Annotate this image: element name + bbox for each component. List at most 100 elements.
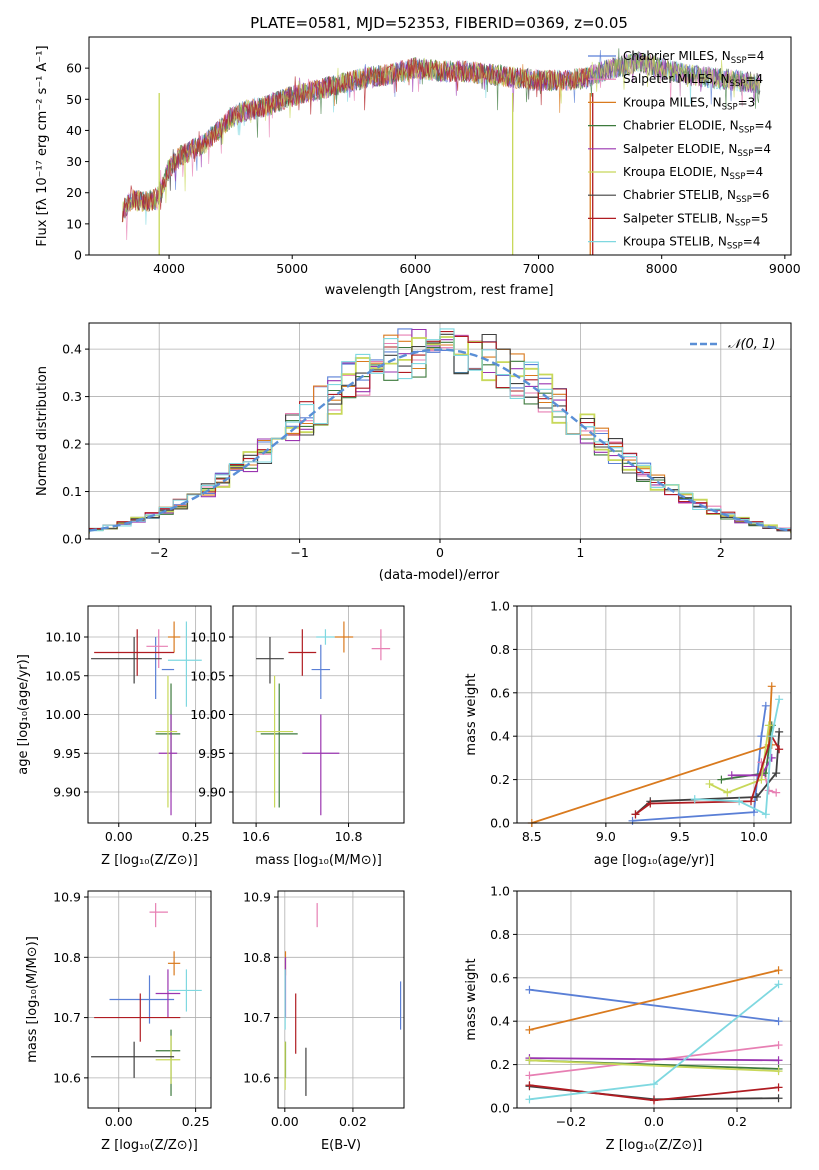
axes-frame xyxy=(87,605,212,824)
mass-weight-marker xyxy=(775,745,784,754)
x-axis-label: Z [log₁₀(Z/Z⊙)] xyxy=(101,1138,198,1153)
axes-frame xyxy=(516,890,792,1109)
histogram-series-step xyxy=(89,328,791,534)
mass-weight-marker xyxy=(774,1094,783,1103)
x-axis-label: Z [log₁₀(Z/Z⊙)] xyxy=(606,1138,703,1153)
y-tick-label: 30 xyxy=(66,154,82,169)
mass-weight-marker xyxy=(525,985,534,994)
mass-weight-marker xyxy=(774,1017,783,1026)
axes-frame xyxy=(87,890,212,1109)
y-tick-label: 10.10 xyxy=(190,630,226,645)
y-tick-label: 10.05 xyxy=(45,668,81,683)
y-tick-label: 10 xyxy=(66,216,82,231)
mass-weight-marker xyxy=(631,810,640,819)
x-tick-label: 0.25 xyxy=(182,1114,210,1129)
mass-weight-marker xyxy=(774,1056,783,1065)
mass-weight-marker xyxy=(705,779,714,788)
legend-label: Kroupa STELIB, NSSP=4 xyxy=(623,235,761,252)
mass-weight-line xyxy=(529,969,779,1031)
x-tick-label: 4000 xyxy=(153,261,185,276)
x-tick-label: 2 xyxy=(717,545,725,560)
mass-weight-line xyxy=(767,686,773,745)
mass-weight-marker xyxy=(772,769,781,778)
x-tick-label: −2 xyxy=(150,545,168,560)
legend-label: 𝒩(0, 1) xyxy=(728,337,775,352)
x-axis-label: Z [log₁₀(Z/Z⊙)] xyxy=(101,853,198,868)
mass-weight-marker xyxy=(764,721,773,730)
y-tick-label: 0 xyxy=(74,248,82,263)
y-tick-label: 0.8 xyxy=(490,927,510,942)
spectrum-lines xyxy=(121,48,761,255)
y-tick-label: 10.05 xyxy=(190,668,226,683)
legend-label: Salpeter ELODIE, NSSP=4 xyxy=(623,142,771,159)
mass-weight-line xyxy=(531,744,772,824)
x-axis-label: (data-model)/error xyxy=(379,568,500,583)
x-tick-label: 0.00 xyxy=(105,1114,133,1129)
mass-weight-marker xyxy=(764,786,773,795)
y-tick-label: 9.90 xyxy=(198,785,226,800)
y-axis-label: Normed distribution xyxy=(35,366,50,496)
mass-weight-line xyxy=(709,725,770,794)
mass-weight-marker xyxy=(735,797,744,806)
y-tick-label: 0.2 xyxy=(490,1057,510,1072)
mass-weight-marker xyxy=(774,1083,783,1092)
y-tick-label: 10.6 xyxy=(53,1070,81,1085)
x-axis-label: wavelength [Angstrom, rest frame] xyxy=(325,283,554,298)
x-tick-label: 0.02 xyxy=(339,1114,367,1129)
y-tick-label: 10.7 xyxy=(243,1010,271,1025)
x-tick-label: 0.2 xyxy=(727,1114,747,1129)
y-tick-label: 0.3 xyxy=(62,389,82,404)
y-tick-label: 10.8 xyxy=(243,950,271,965)
spectrum-legend: Chabrier MILES, NSSP=4 Salpeter MILES, NS… xyxy=(588,49,772,252)
mass-weight-marker xyxy=(646,799,655,808)
x-tick-label: 5000 xyxy=(276,261,308,276)
legend-label: Salpeter STELIB, NSSP=5 xyxy=(623,211,768,228)
mass-weight-marker xyxy=(723,788,732,797)
mass-weight-line xyxy=(529,1044,779,1077)
y-tick-label: 10.8 xyxy=(53,950,81,965)
axes-frame xyxy=(516,605,792,824)
x-tick-label: 0 xyxy=(436,545,444,560)
y-tick-label: 0.2 xyxy=(490,772,510,787)
mass-weight-marker xyxy=(767,682,776,691)
x-tick-label: 1 xyxy=(576,545,584,560)
x-tick-label: 7000 xyxy=(523,261,555,276)
y-tick-label: 0.4 xyxy=(490,1014,510,1029)
mass-weight-marker xyxy=(717,775,726,784)
x-axis-label: mass [log₁₀(M/M⊙)] xyxy=(255,853,382,868)
mass-weight-marker xyxy=(761,701,770,710)
y-axis-label: mass weight xyxy=(464,673,479,755)
y-tick-label: 10.10 xyxy=(45,630,81,645)
mass-weight-vs-age-panel: 8.5 9.0 9.5 10.0 0.0 0.2 0.4 0.6 0.8 1.0 age [log₁… xyxy=(464,599,792,868)
chart-title: PLATE=0581, MJD=52353, FIBERID=0369, z=0… xyxy=(250,14,628,32)
legend-label: Kroupa ELODIE, NSSP=4 xyxy=(623,165,763,182)
axes-frame xyxy=(277,890,405,1109)
mass-weight-marker xyxy=(757,732,766,741)
x-tick-label: 8.5 xyxy=(522,829,542,844)
y-tick-label: 0.0 xyxy=(490,816,510,831)
legend-label: Chabrier ELODIE, NSSP=4 xyxy=(623,119,772,136)
mass-weight-marker xyxy=(525,1081,534,1090)
x-axis-label: E(B-V) xyxy=(321,1138,361,1153)
y-tick-label: 0.4 xyxy=(62,342,82,357)
x-tick-label: −1 xyxy=(290,545,308,560)
mass-weight-marker xyxy=(650,1096,658,1105)
mass-weight-vs-Z-panel: −0.2 0.0 0.2 0.0 0.2 0.4 0.6 0.8 1.0 Z [log₁₀(Z/Z… xyxy=(464,884,792,1153)
age-vs-mass-panel: 10.6 10.8 9.90 9.95 10.00 10.05 10.10 mass [log… xyxy=(190,605,405,868)
mass-weight-marker xyxy=(774,1041,783,1050)
legend-label: Chabrier STELIB, NSSP=6 xyxy=(623,188,770,205)
x-tick-label: 9.0 xyxy=(596,829,616,844)
mass-weight-marker xyxy=(772,788,781,797)
x-tick-label: 10.0 xyxy=(740,829,768,844)
mass-weight-marker xyxy=(525,1071,534,1080)
x-tick-label: 0.00 xyxy=(105,829,133,844)
y-tick-label: 0.4 xyxy=(490,729,510,744)
mass-weight-line xyxy=(529,988,779,1023)
mass-weight-marker xyxy=(752,792,761,801)
x-tick-label: 8000 xyxy=(646,261,678,276)
mass-weight-line xyxy=(529,1059,779,1072)
y-tick-label: 0.8 xyxy=(490,642,510,657)
y-tick-label: 0.0 xyxy=(490,1101,510,1116)
x-tick-label: 10.6 xyxy=(242,829,270,844)
